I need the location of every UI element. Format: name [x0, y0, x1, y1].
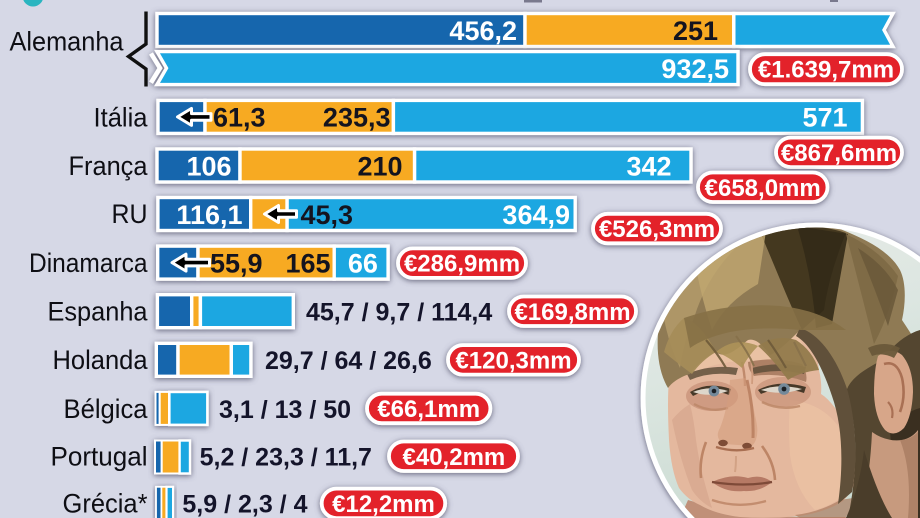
svg-text:Holanda: Holanda [53, 345, 149, 375]
svg-text:235,3: 235,3 [323, 103, 391, 133]
svg-text:61,3: 61,3 [213, 103, 266, 133]
svg-text:66: 66 [348, 248, 378, 278]
svg-text:€286,9mm: €286,9mm [404, 251, 520, 278]
svg-text:Dinamarca: Dinamarca [29, 248, 148, 278]
svg-text:França: França [69, 151, 149, 181]
svg-text:€526,3mm: €526,3mm [599, 216, 715, 243]
svg-text:165: 165 [285, 248, 330, 278]
svg-text:456,2: 456,2 [449, 16, 517, 46]
svg-text:45,3: 45,3 [301, 200, 354, 230]
svg-text:RU: RU [112, 199, 148, 229]
svg-text:932,5: 932,5 [661, 54, 729, 84]
svg-text:€66,1mm: €66,1mm [377, 396, 480, 423]
svg-text:€120,3mm: €120,3mm [455, 347, 571, 374]
svg-text:116,1: 116,1 [176, 200, 242, 230]
svg-text:€169,8mm: €169,8mm [514, 299, 630, 326]
svg-text:€12,2mm: €12,2mm [332, 491, 435, 518]
svg-text:210: 210 [357, 151, 402, 181]
svg-text:€40,2mm: €40,2mm [403, 444, 506, 471]
svg-text:Portugal: Portugal [51, 442, 148, 472]
svg-text:Espanha: Espanha [48, 297, 149, 327]
svg-text:3,1 / 13 / 50: 3,1 / 13 / 50 [219, 396, 351, 424]
svg-text:€658,0mm: €658,0mm [705, 175, 821, 202]
svg-text:€867,6mm: €867,6mm [781, 140, 897, 167]
svg-text:5,9 / 2,3 / 4: 5,9 / 2,3 / 4 [182, 491, 307, 518]
svg-text:Itália: Itália [94, 102, 149, 132]
svg-text:29,7 / 64 / 26,6: 29,7 / 64 / 26,6 [265, 347, 432, 375]
svg-text:Bélgica: Bélgica [64, 394, 149, 424]
svg-text:45,7 / 9,7 / 114,4: 45,7 / 9,7 / 114,4 [306, 299, 492, 327]
svg-text:342: 342 [626, 151, 671, 181]
svg-text:571: 571 [802, 103, 847, 133]
svg-text:5,2 / 23,3 / 11,7: 5,2 / 23,3 / 11,7 [200, 444, 372, 472]
svg-text:364,9: 364,9 [502, 200, 570, 230]
svg-text:€1.639,7mm: €1.639,7mm [758, 57, 894, 84]
svg-text:Grécia*: Grécia* [63, 489, 148, 518]
svg-text:Alemanha: Alemanha [10, 27, 125, 57]
svg-text:251: 251 [673, 16, 718, 46]
svg-text:106: 106 [186, 151, 231, 181]
svg-text:55,9: 55,9 [210, 248, 263, 278]
